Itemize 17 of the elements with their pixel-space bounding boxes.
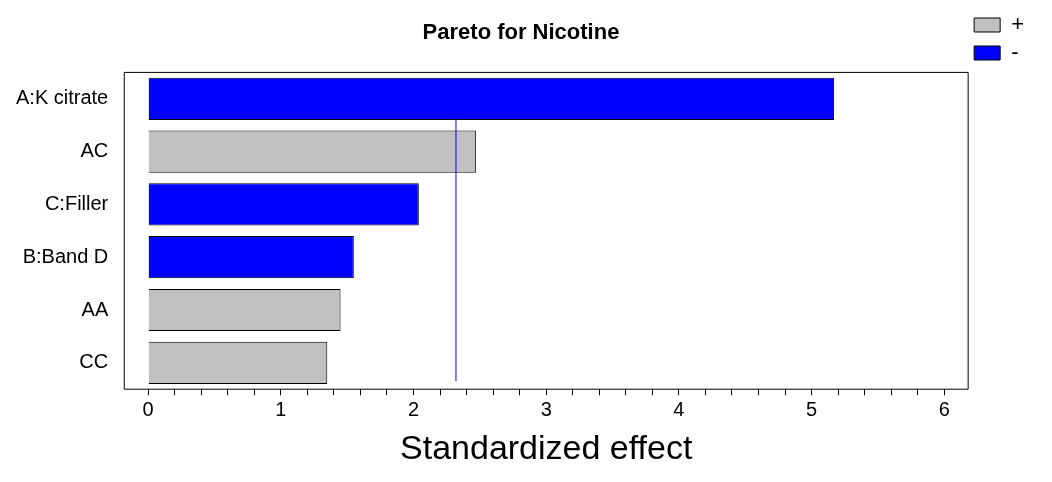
y-tick-label: CC <box>79 350 109 373</box>
y-tick-label: AC <box>80 139 109 162</box>
y-tick-label: AA <box>81 297 109 320</box>
y-tick-label: C:Filler <box>44 191 109 214</box>
x-tick-label: 2 <box>407 397 420 420</box>
x-tick-label: 3 <box>540 397 552 420</box>
chart-title: Pareto for Nicotine <box>422 19 620 45</box>
x-tick-label: 0 <box>142 397 154 420</box>
y-tick-label: A:K citrate <box>15 86 109 109</box>
legend-label: - <box>1011 39 1019 65</box>
legend-label: + <box>1011 11 1025 37</box>
x-tick-label: 5 <box>806 397 818 420</box>
y-tick-label: B:Band D <box>22 244 109 267</box>
x-axis-title: Standardized effect <box>400 427 693 466</box>
x-tick-label: 4 <box>673 397 685 420</box>
x-tick-label: 6 <box>938 397 950 420</box>
x-tick-label: 1 <box>275 397 287 420</box>
